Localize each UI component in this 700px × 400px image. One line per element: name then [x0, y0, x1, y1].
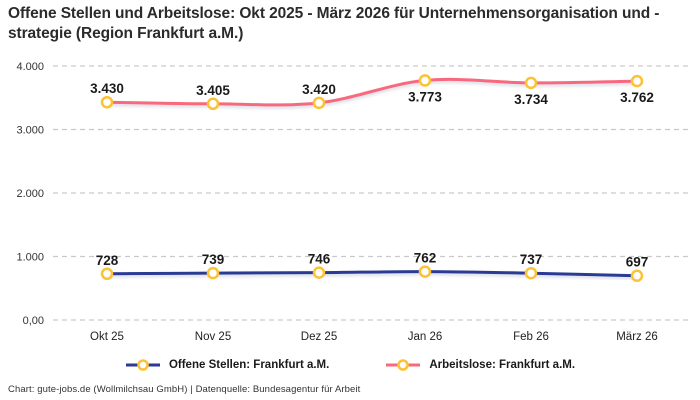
x-axis-tick-label: Okt 25	[90, 331, 124, 343]
legend-swatch-line-icon	[386, 359, 421, 371]
x-axis-tick-label: Nov 25	[195, 331, 231, 343]
x-axis-tick-label: Dez 25	[301, 331, 337, 343]
data-point-label: 762	[414, 251, 437, 266]
data-point-label: 3.405	[196, 83, 230, 98]
data-point-label: 3.430	[90, 81, 124, 96]
data-point-marker[interactable]	[206, 266, 220, 280]
data-point-label: 3.773	[408, 89, 442, 104]
data-point-marker[interactable]	[418, 74, 432, 87]
data-point-marker[interactable]	[524, 76, 538, 90]
data-point-label: 697	[626, 255, 649, 270]
data-point-marker[interactable]	[630, 74, 644, 88]
legend-item-arbeitslose: Arbeitslose: Frankfurt a.M.	[385, 359, 575, 371]
data-point-marker[interactable]	[312, 266, 326, 279]
series-line-offene	[105, 270, 639, 278]
data-point-label: 746	[308, 252, 331, 267]
y-axis-tick-label: 0,00	[23, 315, 44, 327]
data-point-label: 3.420	[302, 82, 336, 97]
data-point-marker[interactable]	[100, 95, 114, 109]
x-axis-tick-label: März 26	[616, 331, 658, 343]
data-point-label: 728	[96, 253, 119, 268]
data-point-marker[interactable]	[418, 265, 432, 278]
data-point-marker[interactable]	[630, 269, 644, 282]
data-point-label: 739	[202, 252, 225, 267]
data-point-label: 3.734	[514, 92, 548, 107]
y-axis-tick-label: 3.000	[16, 125, 44, 137]
data-point-marker[interactable]	[524, 266, 538, 280]
legend-item-offene-stellen: Offene Stellen: Frankfurt a.M.	[125, 359, 329, 371]
series-line-arbeitslose	[105, 77, 639, 107]
x-axis-tick-label: Feb 26	[513, 331, 549, 343]
y-axis-tick-label: 4.000	[16, 61, 44, 73]
legend-swatch-line-icon	[125, 359, 160, 371]
data-point-marker[interactable]	[100, 267, 114, 281]
y-axis-tick-label: 1.000	[16, 252, 44, 264]
y-axis-tick-label: 2.000	[16, 188, 44, 200]
legend-label-arbeitslose: Arbeitslose: Frankfurt a.M.	[429, 359, 576, 371]
x-axis-tick-label: Jan 26	[408, 331, 443, 343]
data-point-marker[interactable]	[312, 96, 326, 110]
data-point-label: 737	[520, 252, 543, 267]
legend: Offene Stellen: Frankfurt a.M. Arbeitslo…	[0, 359, 700, 371]
data-point-marker[interactable]	[206, 97, 220, 111]
legend-label-offene-stellen: Offene Stellen: Frankfurt a.M.	[168, 359, 330, 371]
data-point-label: 3.762	[620, 90, 654, 105]
chart-footer: Chart: gute-jobs.de (Wollmilchsau GmbH) …	[8, 384, 361, 395]
chart-title: Offene Stellen und Arbeitslose: Okt 2025…	[8, 5, 660, 43]
